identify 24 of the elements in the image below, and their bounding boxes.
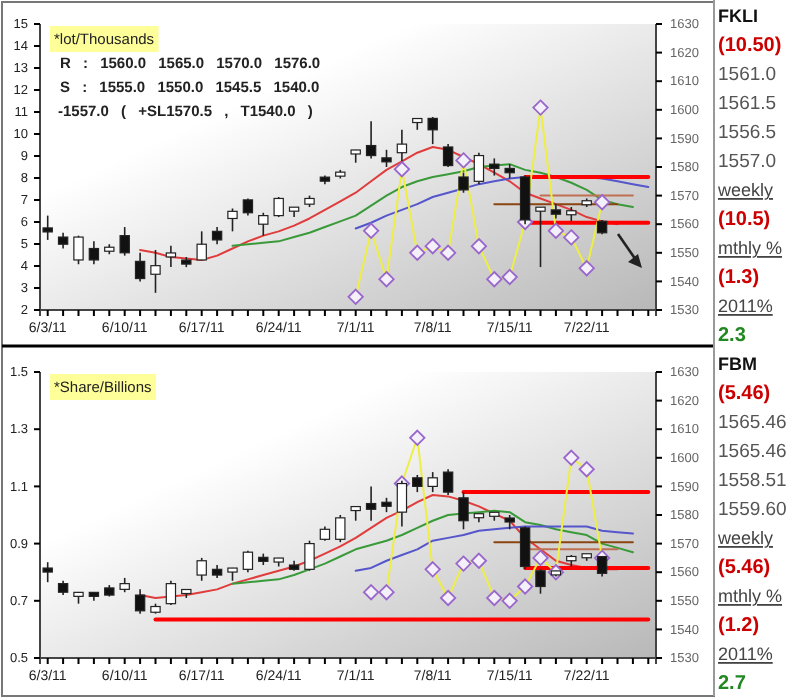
text: 2.7: [718, 673, 747, 695]
text: (1.3): [718, 267, 760, 289]
text: 1565.46: [718, 441, 787, 463]
text: FKLI: [718, 6, 758, 26]
text: 2011%: [718, 644, 773, 664]
text: 1558.51: [718, 470, 787, 492]
text: (5.46): [718, 557, 771, 579]
text: FBM: [718, 354, 757, 374]
text: weekly: [716, 180, 775, 200]
text: (10.50): [718, 35, 782, 57]
text: weekly: [716, 528, 775, 548]
text: (5.46): [718, 383, 771, 405]
text: 2011%: [718, 296, 773, 316]
text: 1561.0: [718, 64, 777, 86]
text: mthly %: [718, 586, 783, 606]
text: 2.3: [718, 325, 747, 347]
text: 1559.60: [718, 499, 787, 521]
text: (10.5): [718, 209, 771, 231]
text: 1556.5: [718, 122, 777, 144]
text: (1.2): [718, 615, 760, 637]
text: 1565.46: [718, 412, 787, 434]
text: mthly %: [718, 238, 783, 258]
text: 1557.0: [718, 151, 777, 173]
text: 1561.5: [718, 93, 777, 115]
